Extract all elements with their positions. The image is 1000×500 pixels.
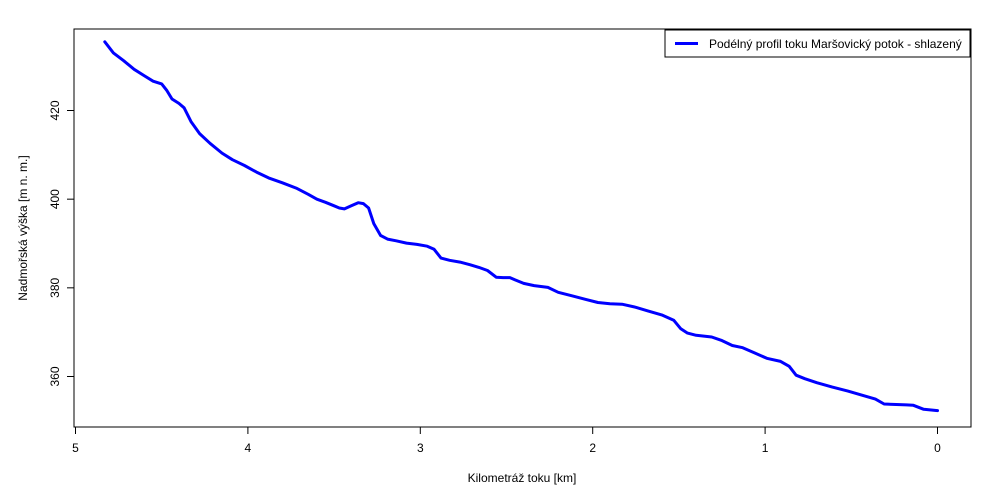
x-tick-label: 5 (72, 441, 79, 455)
y-tick-label: 360 (48, 366, 62, 386)
x-axis: 5 4 3 2 1 0 (72, 426, 941, 455)
x-tick-label: 2 (589, 441, 596, 455)
legend-box (664, 29, 971, 58)
x-tick-label: 1 (762, 441, 769, 455)
x-tick-label: 4 (245, 441, 252, 455)
y-tick-label: 400 (48, 189, 62, 209)
x-axis-label: Kilometráž toku [km] (468, 471, 577, 485)
legend: Podélný profil toku Maršovický potok - s… (664, 29, 971, 58)
x-tick-label: 3 (417, 441, 424, 455)
series-layer (103, 40, 939, 413)
y-axis-label: Nadmořská výška [m n. m.] (16, 155, 30, 300)
y-axis: 360 380 400 420 (48, 100, 75, 387)
legend-label: Podélný profil toku Maršovický potok - s… (709, 37, 962, 51)
series-line (103, 40, 939, 413)
y-tick-label: 380 (48, 278, 62, 298)
y-tick-label: 420 (48, 100, 62, 120)
x-tick-label: 0 (934, 441, 941, 455)
